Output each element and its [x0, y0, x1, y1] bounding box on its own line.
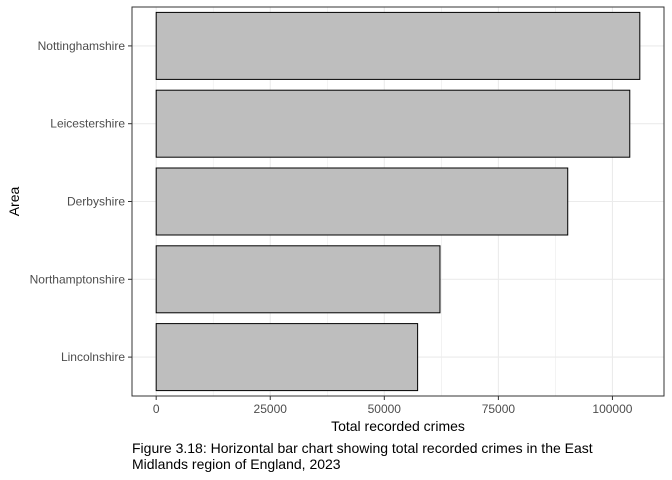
- bar-northamptonshire: [155, 245, 441, 314]
- y-tick-label: Northamptonshire: [30, 272, 126, 286]
- x-tick-label: 0: [153, 402, 160, 416]
- y-tick-label: Lincolnshire: [61, 350, 125, 364]
- bar-chart: 0 25000 50000 75000 100000 Nottinghamshire Lei…: [6, 6, 665, 434]
- bar-lincolnshire: [155, 323, 419, 392]
- x-tick-label: 50000: [368, 402, 402, 416]
- bar-leicestershire: [155, 89, 631, 158]
- axis-ticks: 0 25000 50000 75000 100000 Nottinghamshire Lei…: [30, 39, 633, 416]
- x-tick-label: 75000: [482, 402, 516, 416]
- bar-derbyshire: [155, 167, 569, 236]
- x-tick-label: 25000: [254, 402, 288, 416]
- y-tick-label: Leicestershire: [50, 117, 125, 131]
- figure-caption: Figure 3.18: Horizontal bar chart showin…: [132, 440, 593, 472]
- y-tick-label: Nottinghamshire: [38, 39, 126, 53]
- y-tick-label: Derbyshire: [67, 195, 125, 209]
- x-tick-label: 100000: [592, 402, 632, 416]
- y-axis-title: Area: [6, 187, 22, 217]
- bar-nottinghamshire: [155, 11, 641, 80]
- bars: [155, 11, 641, 392]
- x-axis-title: Total recorded crimes: [331, 418, 465, 434]
